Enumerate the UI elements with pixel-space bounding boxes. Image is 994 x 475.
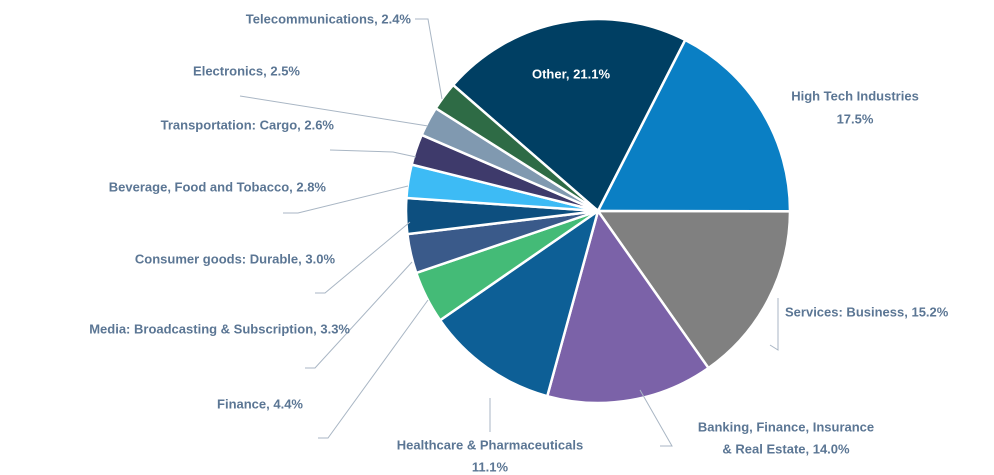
pie-slice (434, 83, 599, 213)
data-label: Media: Broadcasting & Subscription, 3.3% (89, 321, 350, 336)
leader-line (283, 185, 409, 214)
leader-line (318, 299, 429, 439)
data-label: Consumer goods: Durable, 3.0% (135, 251, 336, 266)
data-label: Services: Business, 15.2% (785, 304, 949, 319)
data-label: Banking, Finance, Insurance (698, 419, 874, 434)
data-label: & Real Estate, 14.0% (722, 441, 850, 456)
data-label: Healthcare & Pharmaceuticals (397, 437, 583, 452)
pie-slice (595, 38, 792, 213)
data-label: 11.1% (472, 459, 509, 474)
leader-line (305, 261, 413, 369)
data-label: Transportation: Cargo, 2.6% (161, 117, 335, 132)
pie-slice (545, 208, 711, 405)
data-label: Telecommunications, 2.4% (246, 11, 412, 26)
data-label: Beverage, Food and Tobacco, 2.8% (109, 179, 327, 194)
data-label: 17.5% (837, 111, 874, 126)
leader-line (415, 18, 443, 100)
pie-slice (451, 17, 687, 213)
data-label: Other, 21.1% (532, 66, 610, 81)
leader-line (329, 149, 417, 158)
pie-slice (595, 209, 792, 370)
pie-slice (438, 208, 601, 398)
leader-line (239, 95, 429, 127)
data-label: Electronics, 2.5% (193, 63, 300, 78)
data-label: Finance, 4.4% (217, 396, 303, 411)
data-label: High Tech Industries (791, 88, 919, 103)
leader-line (315, 221, 411, 294)
leader-line (639, 389, 673, 447)
leader-line (769, 298, 779, 351)
